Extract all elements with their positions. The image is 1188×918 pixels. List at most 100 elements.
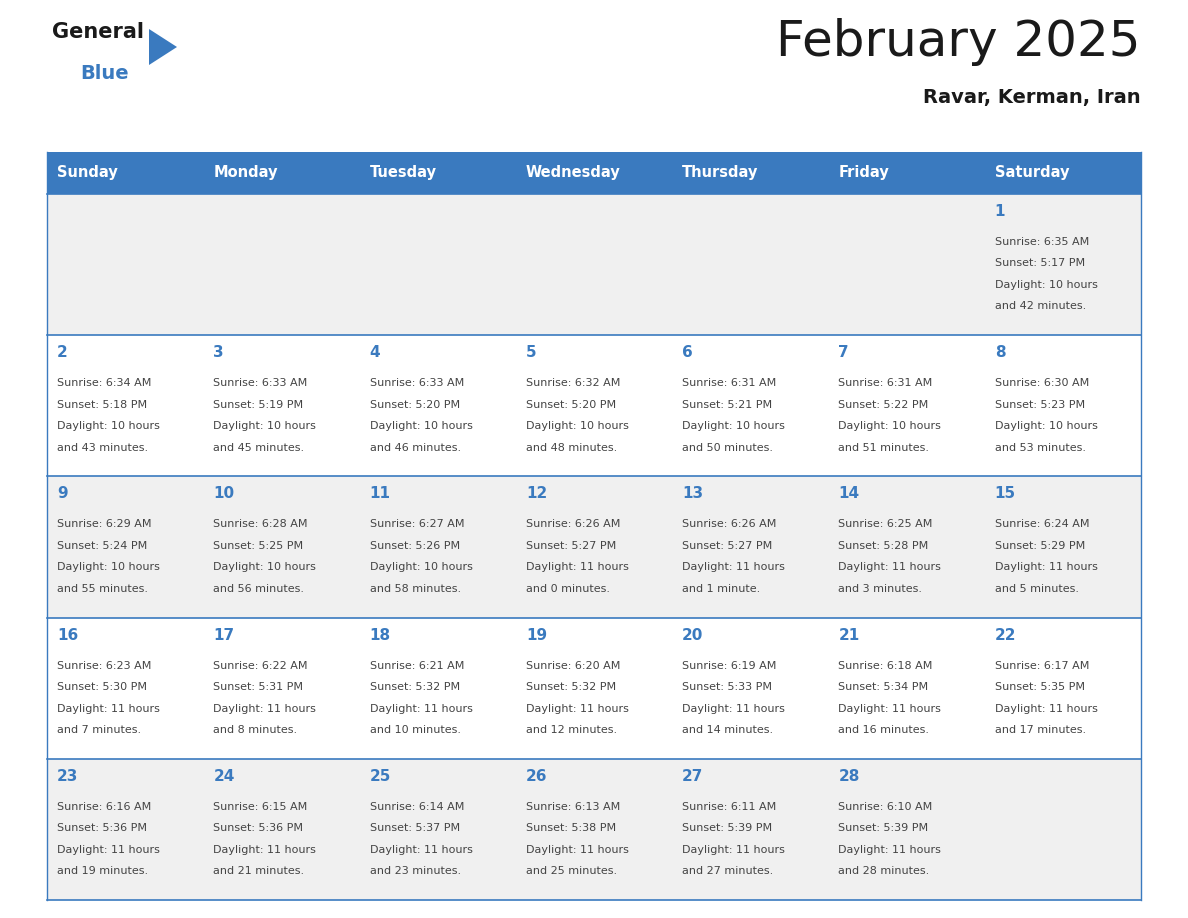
- Text: 17: 17: [214, 628, 234, 643]
- Text: Sunrise: 6:14 AM: Sunrise: 6:14 AM: [369, 801, 465, 812]
- Text: and 46 minutes.: and 46 minutes.: [369, 442, 461, 453]
- Text: Sunday: Sunday: [57, 165, 118, 181]
- Bar: [48, 335, 1140, 476]
- Text: 10: 10: [214, 487, 234, 501]
- Bar: [828, 152, 985, 194]
- Text: 19: 19: [526, 628, 546, 643]
- Text: 9: 9: [57, 487, 68, 501]
- Text: Sunset: 5:26 PM: Sunset: 5:26 PM: [369, 541, 460, 551]
- Text: Sunset: 5:28 PM: Sunset: 5:28 PM: [839, 541, 929, 551]
- Bar: [672, 152, 828, 194]
- Text: Sunset: 5:35 PM: Sunset: 5:35 PM: [994, 682, 1085, 692]
- Text: and 5 minutes.: and 5 minutes.: [994, 584, 1079, 594]
- Text: and 48 minutes.: and 48 minutes.: [526, 442, 617, 453]
- Text: Sunrise: 6:33 AM: Sunrise: 6:33 AM: [369, 378, 463, 388]
- Text: and 0 minutes.: and 0 minutes.: [526, 584, 609, 594]
- Text: and 21 minutes.: and 21 minutes.: [214, 867, 304, 877]
- Text: Sunrise: 6:13 AM: Sunrise: 6:13 AM: [526, 801, 620, 812]
- Text: Daylight: 11 hours: Daylight: 11 hours: [682, 845, 785, 855]
- Text: and 23 minutes.: and 23 minutes.: [369, 867, 461, 877]
- Text: Daylight: 10 hours: Daylight: 10 hours: [682, 421, 785, 431]
- Bar: [985, 152, 1140, 194]
- Text: 7: 7: [839, 345, 849, 360]
- Text: and 14 minutes.: and 14 minutes.: [682, 725, 773, 735]
- Text: Sunrise: 6:34 AM: Sunrise: 6:34 AM: [57, 378, 151, 388]
- Text: Daylight: 10 hours: Daylight: 10 hours: [526, 421, 628, 431]
- Text: Sunset: 5:27 PM: Sunset: 5:27 PM: [682, 541, 772, 551]
- Text: 27: 27: [682, 768, 703, 784]
- Text: Sunset: 5:36 PM: Sunset: 5:36 PM: [57, 823, 147, 834]
- Text: Daylight: 11 hours: Daylight: 11 hours: [214, 703, 316, 713]
- Bar: [360, 152, 516, 194]
- Text: 24: 24: [214, 768, 235, 784]
- Text: and 3 minutes.: and 3 minutes.: [839, 584, 922, 594]
- Text: Blue: Blue: [80, 64, 128, 83]
- Text: Sunrise: 6:35 AM: Sunrise: 6:35 AM: [994, 237, 1089, 247]
- Text: Daylight: 10 hours: Daylight: 10 hours: [994, 280, 1098, 290]
- Text: Daylight: 11 hours: Daylight: 11 hours: [682, 703, 785, 713]
- Text: Daylight: 11 hours: Daylight: 11 hours: [839, 845, 941, 855]
- Text: 22: 22: [994, 628, 1016, 643]
- Text: and 55 minutes.: and 55 minutes.: [57, 584, 148, 594]
- Text: Daylight: 11 hours: Daylight: 11 hours: [839, 563, 941, 573]
- Text: and 10 minutes.: and 10 minutes.: [369, 725, 461, 735]
- Text: Daylight: 11 hours: Daylight: 11 hours: [682, 563, 785, 573]
- Text: and 42 minutes.: and 42 minutes.: [994, 301, 1086, 311]
- Text: Sunset: 5:20 PM: Sunset: 5:20 PM: [369, 399, 460, 409]
- Text: and 1 minute.: and 1 minute.: [682, 584, 760, 594]
- Text: Sunrise: 6:33 AM: Sunrise: 6:33 AM: [214, 378, 308, 388]
- Text: Sunrise: 6:26 AM: Sunrise: 6:26 AM: [682, 520, 777, 530]
- Text: Sunset: 5:30 PM: Sunset: 5:30 PM: [57, 682, 147, 692]
- Text: Wednesday: Wednesday: [526, 165, 620, 181]
- Text: Monday: Monday: [214, 165, 278, 181]
- Text: 5: 5: [526, 345, 537, 360]
- Text: Sunset: 5:19 PM: Sunset: 5:19 PM: [214, 399, 303, 409]
- Text: Sunset: 5:29 PM: Sunset: 5:29 PM: [994, 541, 1085, 551]
- Text: 16: 16: [57, 628, 78, 643]
- Text: Sunset: 5:34 PM: Sunset: 5:34 PM: [839, 682, 929, 692]
- Text: Daylight: 11 hours: Daylight: 11 hours: [839, 703, 941, 713]
- Text: Daylight: 11 hours: Daylight: 11 hours: [526, 703, 628, 713]
- Text: Thursday: Thursday: [682, 165, 758, 181]
- Text: 6: 6: [682, 345, 693, 360]
- Text: 25: 25: [369, 768, 391, 784]
- Text: Sunrise: 6:16 AM: Sunrise: 6:16 AM: [57, 801, 151, 812]
- Text: 15: 15: [994, 487, 1016, 501]
- Text: Daylight: 10 hours: Daylight: 10 hours: [994, 421, 1098, 431]
- Text: Daylight: 11 hours: Daylight: 11 hours: [994, 703, 1098, 713]
- Text: and 50 minutes.: and 50 minutes.: [682, 442, 773, 453]
- Text: 28: 28: [839, 768, 860, 784]
- Text: Daylight: 11 hours: Daylight: 11 hours: [57, 703, 160, 713]
- Text: Friday: Friday: [839, 165, 889, 181]
- Text: February 2025: February 2025: [777, 18, 1140, 66]
- Text: 1: 1: [994, 204, 1005, 219]
- Text: 18: 18: [369, 628, 391, 643]
- Bar: [48, 476, 1140, 618]
- Text: Sunset: 5:25 PM: Sunset: 5:25 PM: [214, 541, 303, 551]
- Bar: [48, 194, 1140, 335]
- Bar: [48, 759, 1140, 900]
- Text: and 27 minutes.: and 27 minutes.: [682, 867, 773, 877]
- Bar: [203, 152, 360, 194]
- Text: Sunset: 5:36 PM: Sunset: 5:36 PM: [214, 823, 303, 834]
- Text: Daylight: 10 hours: Daylight: 10 hours: [369, 563, 473, 573]
- Text: 2: 2: [57, 345, 68, 360]
- Text: Sunset: 5:37 PM: Sunset: 5:37 PM: [369, 823, 460, 834]
- Text: and 7 minutes.: and 7 minutes.: [57, 725, 141, 735]
- Text: Sunset: 5:38 PM: Sunset: 5:38 PM: [526, 823, 617, 834]
- Text: 11: 11: [369, 487, 391, 501]
- Text: and 56 minutes.: and 56 minutes.: [214, 584, 304, 594]
- Text: and 45 minutes.: and 45 minutes.: [214, 442, 304, 453]
- Text: Sunrise: 6:23 AM: Sunrise: 6:23 AM: [57, 661, 151, 671]
- Text: Daylight: 11 hours: Daylight: 11 hours: [369, 845, 473, 855]
- Text: Sunrise: 6:19 AM: Sunrise: 6:19 AM: [682, 661, 777, 671]
- Text: Sunset: 5:24 PM: Sunset: 5:24 PM: [57, 541, 147, 551]
- Text: Sunrise: 6:26 AM: Sunrise: 6:26 AM: [526, 520, 620, 530]
- Text: and 51 minutes.: and 51 minutes.: [839, 442, 929, 453]
- Text: Sunset: 5:23 PM: Sunset: 5:23 PM: [994, 399, 1085, 409]
- Text: and 25 minutes.: and 25 minutes.: [526, 867, 617, 877]
- Text: 26: 26: [526, 768, 548, 784]
- Text: Daylight: 11 hours: Daylight: 11 hours: [526, 563, 628, 573]
- Text: Sunset: 5:27 PM: Sunset: 5:27 PM: [526, 541, 617, 551]
- Text: and 17 minutes.: and 17 minutes.: [994, 725, 1086, 735]
